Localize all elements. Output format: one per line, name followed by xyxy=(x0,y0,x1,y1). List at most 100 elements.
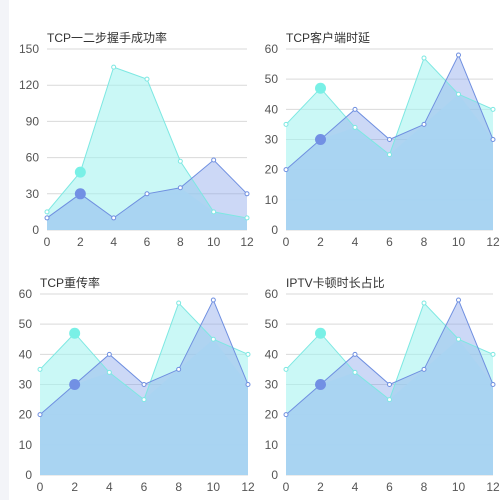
series-a-point xyxy=(106,369,112,375)
x-tick-label: 2 xyxy=(71,480,78,494)
series-b-point xyxy=(210,297,216,303)
series-b-point xyxy=(387,137,392,142)
x-tick-label: 0 xyxy=(283,235,290,249)
x-tick-label: 0 xyxy=(37,480,44,494)
series-a-point xyxy=(141,397,147,403)
y-tick-label: 0 xyxy=(271,468,278,482)
x-tick-label: 6 xyxy=(144,235,151,249)
series-a-point xyxy=(352,124,358,130)
series-b-point-highlight xyxy=(74,188,86,200)
overlap-area xyxy=(47,187,247,230)
x-tick-label: 6 xyxy=(386,480,393,494)
series-b-point xyxy=(44,215,50,221)
series-a-point xyxy=(44,209,50,215)
chart-panel-2: TCP客户端时延 0 10 20 30 40 50 60 0 2 4 6 8 10 12 xyxy=(265,30,500,249)
series-b-point xyxy=(283,167,289,173)
x-tick-label: 12 xyxy=(241,480,255,494)
x-tick-label: 10 xyxy=(452,480,466,494)
y-tick-label: 30 xyxy=(265,378,279,392)
series-a-point-highlight xyxy=(69,327,81,339)
series-a-point xyxy=(210,336,216,342)
series-a-point xyxy=(456,336,461,342)
series-a-point-highlight xyxy=(74,166,86,178)
y-tick-label: 60 xyxy=(19,287,33,301)
series-b-point xyxy=(106,351,112,357)
y-tick-label: 40 xyxy=(19,347,33,361)
series-b-point xyxy=(244,191,250,197)
series-a-point xyxy=(245,351,251,357)
y-tick-label: 30 xyxy=(265,133,279,147)
series-b-point xyxy=(421,121,427,127)
series-b-point xyxy=(456,52,461,58)
chart-panel-3: TCP重传率 0 10 20 30 40 50 60 0 2 4 6 8 10 12 xyxy=(19,275,255,494)
chart-title: TCP客户端时延 xyxy=(286,30,370,45)
series-b-point-highlight xyxy=(315,134,326,145)
y-tick-label: 30 xyxy=(26,187,40,201)
series-a-point xyxy=(211,209,217,215)
series-b-point xyxy=(421,366,427,372)
series-a-point xyxy=(144,76,150,82)
series-a-point xyxy=(456,91,461,97)
x-tick-label: 0 xyxy=(44,235,51,249)
chart-title: IPTV卡顿时长占比 xyxy=(286,275,385,290)
x-tick-label: 12 xyxy=(240,235,254,249)
x-tick-label: 8 xyxy=(421,235,428,249)
series-b-point xyxy=(176,366,182,372)
series-a-point xyxy=(387,397,392,403)
x-tick-label: 2 xyxy=(317,480,324,494)
x-tick-label: 6 xyxy=(141,480,148,494)
series-a-point xyxy=(490,106,496,112)
series-b-point xyxy=(141,382,147,387)
x-tick-label: 12 xyxy=(486,480,500,494)
y-tick-label: 0 xyxy=(271,223,278,237)
y-tick-label: 50 xyxy=(265,317,279,331)
y-tick-label: 50 xyxy=(265,72,279,86)
series-b-point xyxy=(144,191,150,197)
y-tick-label: 150 xyxy=(19,42,39,56)
series-a-point-highlight xyxy=(315,327,326,339)
x-tick-label: 4 xyxy=(106,480,113,494)
series-b-point xyxy=(490,382,496,387)
series-b-point xyxy=(177,185,183,191)
series-a-point xyxy=(283,121,289,127)
x-tick-label: 10 xyxy=(207,235,221,249)
x-tick-label: 0 xyxy=(283,480,290,494)
x-tick-label: 10 xyxy=(207,480,221,494)
x-tick-label: 10 xyxy=(452,235,466,249)
series-a-point xyxy=(111,64,117,70)
series-b-point xyxy=(283,412,289,418)
series-b-point xyxy=(456,297,461,303)
x-tick-label: 8 xyxy=(175,480,182,494)
y-tick-label: 60 xyxy=(26,151,40,165)
x-tick-label: 8 xyxy=(421,480,428,494)
chart-title: TCP重传率 xyxy=(40,275,100,290)
x-tick-label: 8 xyxy=(177,235,184,249)
series-a-point xyxy=(177,158,183,164)
overlap-area xyxy=(286,339,493,475)
left-edge-strip xyxy=(0,0,9,500)
series-b-point xyxy=(211,157,217,163)
y-tick-label: 10 xyxy=(19,438,33,452)
y-tick-label: 90 xyxy=(26,114,40,128)
y-tick-label: 0 xyxy=(25,468,32,482)
series-b-point-highlight xyxy=(69,379,81,390)
y-tick-label: 10 xyxy=(265,438,279,452)
overlap-area xyxy=(286,94,493,230)
y-tick-label: 20 xyxy=(19,408,33,422)
y-tick-label: 0 xyxy=(32,223,39,237)
y-tick-label: 10 xyxy=(265,193,279,207)
overlap-area xyxy=(40,339,248,475)
x-tick-label: 4 xyxy=(110,235,117,249)
y-tick-label: 20 xyxy=(265,163,279,177)
series-a-point xyxy=(283,366,289,372)
series-b-point xyxy=(352,351,358,357)
series-a-point-highlight xyxy=(315,82,326,94)
series-b-point xyxy=(352,106,358,112)
y-tick-label: 40 xyxy=(265,102,279,116)
x-tick-label: 6 xyxy=(386,235,393,249)
series-a-point xyxy=(421,55,427,61)
series-a-area xyxy=(47,67,247,230)
x-tick-label: 2 xyxy=(317,235,324,249)
x-tick-label: 12 xyxy=(486,235,500,249)
